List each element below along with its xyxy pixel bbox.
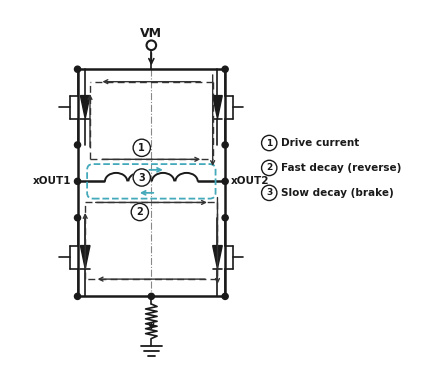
Circle shape [75, 66, 81, 72]
Text: 2: 2 [266, 163, 272, 172]
Circle shape [75, 215, 81, 221]
Circle shape [262, 160, 277, 175]
Text: xOUT2: xOUT2 [231, 176, 269, 186]
Circle shape [222, 215, 228, 221]
Polygon shape [80, 96, 90, 119]
Text: 1: 1 [266, 138, 272, 147]
Text: VM: VM [140, 27, 162, 40]
Text: Fast decay (reverse): Fast decay (reverse) [281, 163, 401, 173]
Circle shape [262, 185, 277, 200]
Circle shape [75, 142, 81, 148]
Text: 3: 3 [139, 172, 145, 183]
Circle shape [75, 293, 81, 299]
Circle shape [222, 178, 228, 185]
Circle shape [133, 169, 151, 186]
Circle shape [75, 178, 81, 185]
Text: xOUT1: xOUT1 [33, 176, 72, 186]
Circle shape [133, 139, 151, 157]
Text: 1: 1 [139, 143, 145, 153]
Text: Drive current: Drive current [281, 138, 359, 148]
Polygon shape [213, 96, 222, 119]
Text: 3: 3 [266, 188, 272, 197]
Circle shape [262, 135, 277, 151]
Circle shape [131, 204, 148, 221]
Circle shape [148, 293, 154, 299]
Circle shape [222, 66, 228, 72]
Circle shape [222, 293, 228, 299]
Text: 2: 2 [136, 207, 143, 217]
Text: Slow decay (brake): Slow decay (brake) [281, 188, 393, 198]
Circle shape [222, 142, 228, 148]
Polygon shape [80, 246, 90, 269]
Polygon shape [213, 246, 222, 269]
